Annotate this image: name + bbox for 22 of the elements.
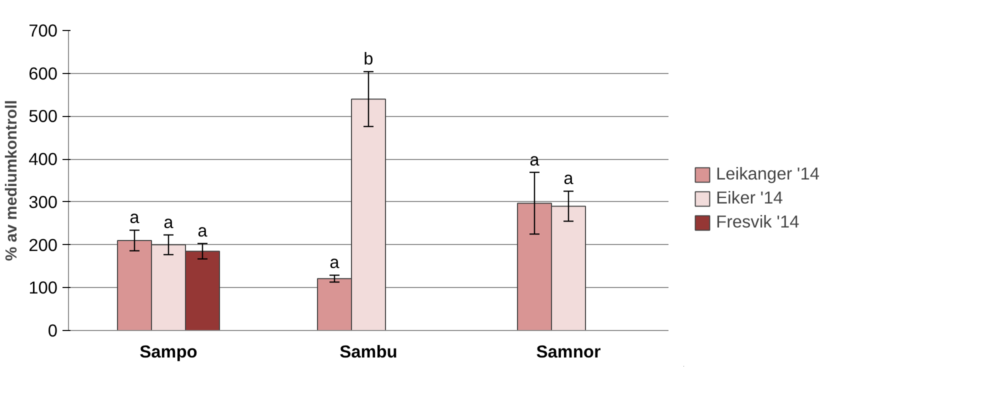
annotation: a (130, 207, 140, 228)
x-tick-label: Sambu (340, 342, 398, 362)
y-tick-label: 300 (28, 192, 58, 212)
y-tick-label: 600 (28, 63, 58, 84)
y-tick-label: 500 (28, 106, 58, 126)
x-tick-label: Samnor (536, 342, 602, 362)
y-tick-label: 0 (48, 320, 58, 340)
annotation: a (564, 168, 574, 188)
y-axis-title: % av mediumkontroll (4, 100, 21, 261)
annotation: a (164, 212, 174, 232)
legend-label: Leikanger '14 (716, 164, 820, 184)
legend-label: Eiker '14 (716, 188, 783, 208)
y-tick-label: 700 (28, 20, 58, 40)
x-tick-label: Sampo (140, 342, 198, 362)
annotation: a (198, 220, 208, 240)
y-tick-label: 400 (28, 149, 58, 170)
annotation: a (330, 252, 340, 272)
annotation: a (530, 149, 540, 170)
legend-label: Fresvik '14 (716, 212, 800, 232)
y-tick-label: 100 (28, 278, 58, 298)
annotation: b (364, 48, 374, 69)
y-tick-label: 200 (28, 234, 58, 255)
